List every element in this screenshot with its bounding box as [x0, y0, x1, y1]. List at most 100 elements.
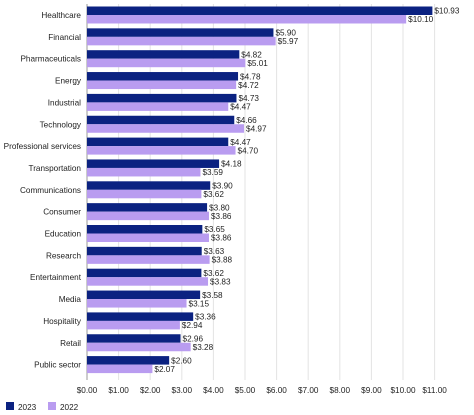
- bar-2023: [87, 290, 201, 300]
- bar-2022: [87, 15, 407, 24]
- value-label-2023: $4.82: [241, 50, 262, 59]
- x-tick-label: $11.00: [422, 386, 447, 395]
- value-label-2022: $3.83: [210, 277, 231, 286]
- bar-2022: [87, 124, 245, 133]
- bar-2022: [87, 320, 180, 330]
- value-label-2022: $5.97: [278, 37, 299, 46]
- x-tick-label: $3.00: [172, 386, 193, 395]
- bar-2023: [87, 6, 433, 15]
- value-label-2023: $4.73: [238, 94, 259, 103]
- x-tick-label: $5.00: [235, 386, 256, 395]
- x-tick-label: $8.00: [330, 386, 351, 395]
- value-label-2023: $4.18: [221, 160, 242, 169]
- bar-2022: [87, 80, 237, 90]
- value-label-2022: $4.97: [246, 124, 267, 133]
- value-label-2022: $5.01: [247, 59, 268, 68]
- value-label-2022: $2.94: [182, 321, 203, 330]
- category-label: Education: [45, 230, 82, 239]
- legend-swatch-2023: [6, 402, 14, 410]
- value-label-2023: $2.96: [183, 334, 204, 343]
- bar-2023: [87, 159, 220, 168]
- x-tick-label: $9.00: [361, 386, 382, 395]
- value-label-2022: $3.86: [211, 212, 232, 221]
- x-tick-label: $0.00: [77, 386, 98, 395]
- bar-2023: [87, 312, 194, 321]
- value-label-2023: $3.63: [204, 247, 225, 256]
- x-tick-label: $6.00: [266, 386, 287, 395]
- category-label: Pharmaceuticals: [20, 55, 81, 64]
- bar-2023: [87, 334, 181, 343]
- value-label-2022: $3.59: [202, 168, 223, 177]
- value-label-2022: $3.62: [203, 190, 224, 199]
- category-label: Professional services: [4, 142, 81, 151]
- bar-2022: [87, 146, 236, 155]
- value-label-2022: $10.10: [408, 15, 433, 24]
- category-label: Research: [46, 251, 81, 260]
- bar-2022: [87, 277, 209, 286]
- bar-2022: [87, 102, 229, 111]
- value-labels: $10.93$10.10$5.90$5.97$4.82$5.01$4.78$4.…: [154, 7, 459, 374]
- bar-2023: [87, 203, 208, 212]
- bar-2022: [87, 211, 209, 221]
- bar-2022: [87, 233, 209, 242]
- value-label-2023: $4.78: [240, 72, 261, 81]
- x-tick-label: $10.00: [390, 386, 415, 395]
- value-label-2023: $3.62: [203, 269, 224, 278]
- category-label: Entertainment: [30, 273, 82, 282]
- x-axis-tick-labels: $0.00 $1.00 $2.00 $3.00 $4.00 $5.00 $6.00 $7.00…: [77, 386, 448, 395]
- bar-2022: [87, 342, 191, 352]
- value-label-2022: $4.72: [238, 81, 259, 90]
- category-label: Retail: [60, 339, 81, 348]
- category-label: Energy: [55, 77, 82, 86]
- value-label-2023: $3.58: [202, 291, 223, 300]
- value-label-2023: $3.36: [195, 313, 216, 322]
- value-label-2022: $3.15: [189, 299, 210, 308]
- x-tick-label: $7.00: [298, 386, 319, 395]
- legend-label-2023: 2023: [18, 403, 37, 412]
- bars: [87, 6, 433, 374]
- value-label-2022: $2.07: [154, 365, 175, 374]
- bar-2023: [87, 28, 274, 37]
- category-label: Media: [59, 295, 82, 304]
- category-label: Public sector: [34, 361, 81, 370]
- value-label-2023: $3.65: [204, 225, 225, 234]
- bar-2023: [87, 356, 170, 365]
- value-label-2023: $4.66: [236, 116, 257, 125]
- category-label: Communications: [20, 186, 81, 195]
- value-label-2022: $3.28: [193, 343, 214, 352]
- bar-2023: [87, 181, 211, 190]
- bar-2022: [87, 167, 201, 177]
- bar-2022: [87, 255, 210, 264]
- value-label-2023: $3.80: [209, 203, 230, 212]
- bar-2023: [87, 72, 239, 81]
- legend-swatch-2022: [48, 402, 56, 410]
- value-label-2022: $3.86: [211, 234, 232, 243]
- bar-2022: [87, 58, 246, 68]
- bar-2023: [87, 93, 237, 103]
- value-label-2023: $5.90: [275, 29, 296, 38]
- value-label-2022: $4.47: [230, 103, 251, 112]
- category-label: Technology: [40, 120, 82, 129]
- x-tick-label: $4.00: [203, 386, 224, 395]
- bar-2023: [87, 115, 235, 125]
- value-label-2023: $3.90: [212, 182, 233, 191]
- bar-2023: [87, 50, 240, 59]
- bar-2023: [87, 225, 203, 234]
- x-tick-label: $2.00: [140, 386, 161, 395]
- category-label: Consumer: [43, 208, 81, 217]
- value-label-2023: $4.47: [230, 138, 251, 147]
- bar-2022: [87, 299, 187, 308]
- value-label-2023: $10.93: [434, 7, 459, 16]
- value-label-2022: $4.70: [238, 146, 259, 155]
- category-label: Healthcare: [41, 11, 81, 20]
- category-label: Financial: [48, 33, 81, 42]
- value-label-2023: $2.60: [171, 356, 192, 365]
- bar-2023: [87, 246, 202, 256]
- legend-label-2022: 2022: [60, 403, 79, 412]
- x-tick-label: $1.00: [108, 386, 129, 395]
- bar-2022: [87, 36, 276, 46]
- bar-2023: [87, 268, 202, 278]
- legend: 2023 2022: [6, 402, 79, 412]
- category-label: Hospitality: [43, 317, 82, 326]
